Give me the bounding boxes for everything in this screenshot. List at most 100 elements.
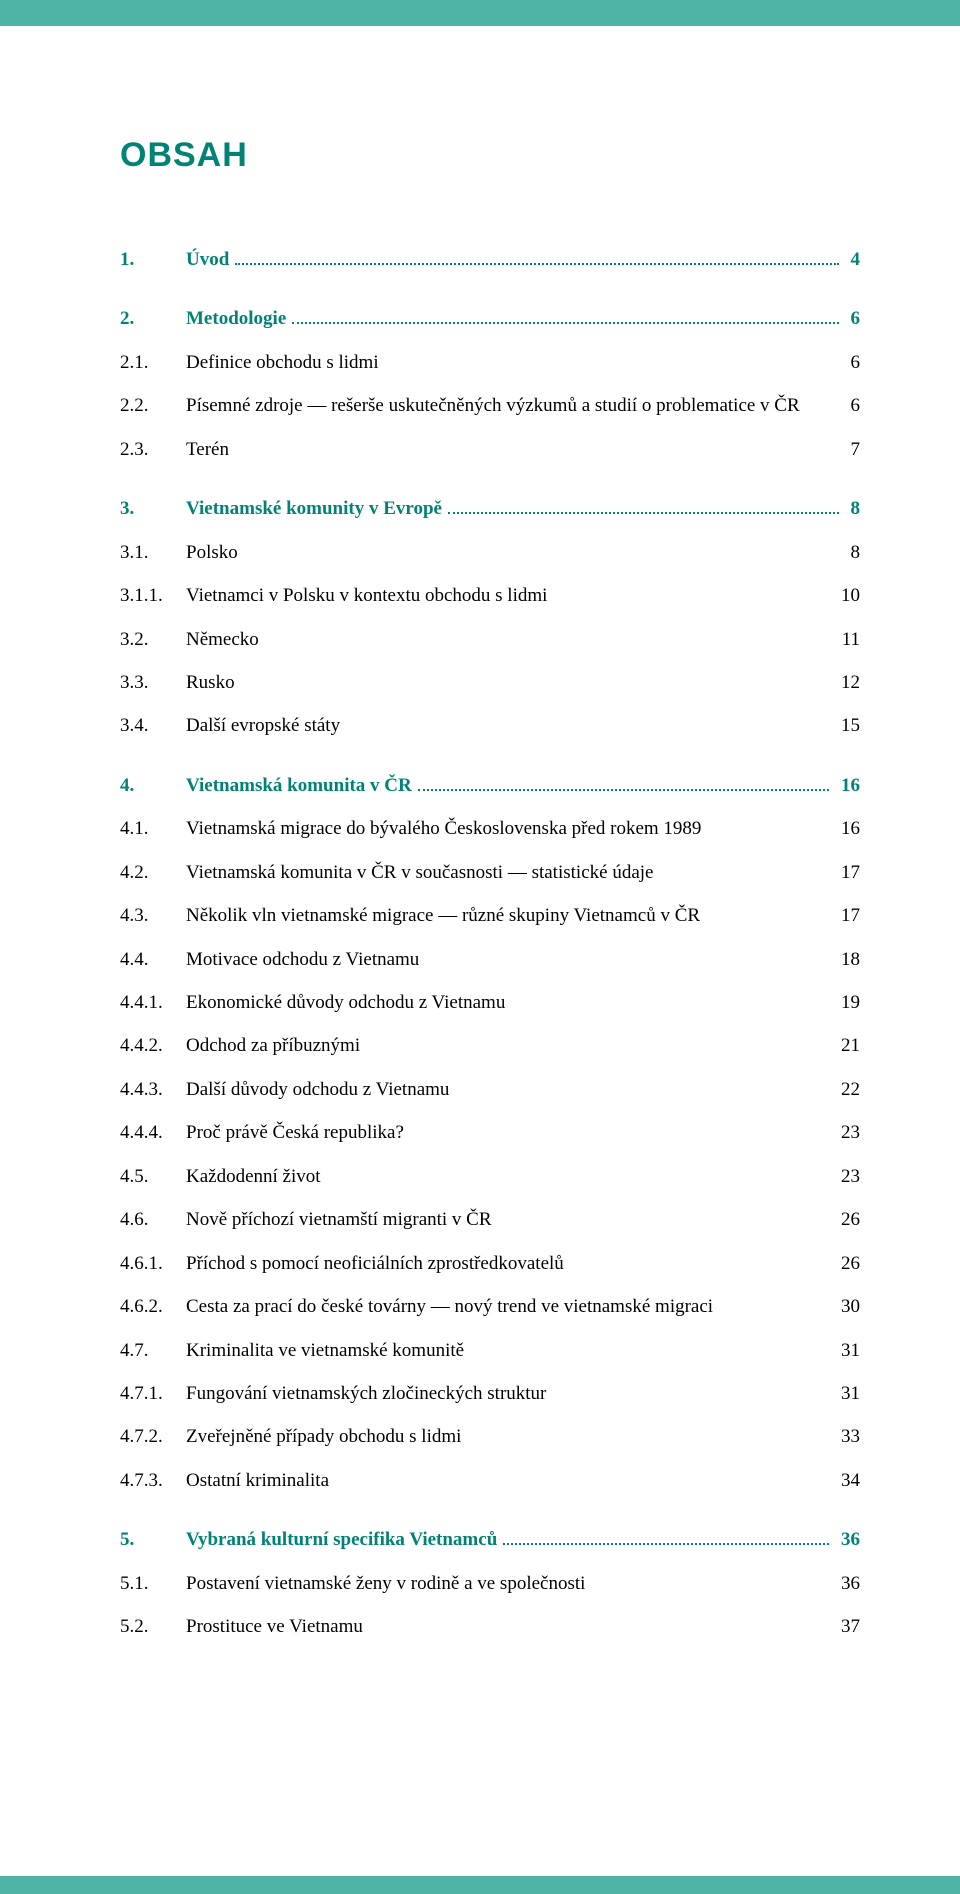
toc-label-wrap: Postavení vietnamské ženy v rodině a ve … [186,1569,835,1598]
toc-page: 8 [845,538,861,567]
toc-label-wrap: Nově příchozí vietnamští migranti v ČR [186,1205,835,1234]
toc-label-wrap: Odchod za příbuznými [186,1031,835,1060]
toc-label-wrap: Prostituce ve Vietnamu [186,1612,835,1641]
toc-number: 4.2. [120,858,186,887]
toc-row: 5.1.Postavení vietnamské ženy v rodině a… [120,1569,860,1598]
toc-label-wrap: Další evropské státy [186,711,835,740]
toc-page: 18 [835,945,860,974]
toc-label: Cesta za prací do české továrny — nový t… [186,1292,713,1321]
toc-page: 34 [835,1466,860,1495]
toc-label: Postavení vietnamské ženy v rodině a ve … [186,1569,585,1598]
toc-page: 23 [835,1162,860,1191]
toc-number: 3.4. [120,711,186,740]
toc-label-wrap: Vietnamská komunita v ČR v současnosti —… [186,858,835,887]
toc-number: 4.4.3. [120,1075,186,1104]
toc-row: 2.1.Definice obchodu s lidmi6 [120,348,860,377]
toc-label-wrap: Příchod s pomocí neoficiálních zprostřed… [186,1249,835,1278]
toc-label: Vietnamci v Polsku v kontextu obchodu s … [186,581,547,610]
toc-number: 4.1. [120,814,186,843]
toc-label-wrap: Zveřejněné případy obchodu s lidmi [186,1422,835,1451]
toc-page: 19 [835,988,860,1017]
toc-number: 3.1.1. [120,581,186,610]
toc-page: 10 [835,581,860,610]
toc-number: 3.1. [120,538,186,567]
toc-page: 31 [835,1379,860,1408]
toc-row: 5.2.Prostituce ve Vietnamu37 [120,1612,860,1641]
toc-number: 3. [120,494,186,523]
toc-label: Německo [186,625,259,654]
toc-label: Definice obchodu s lidmi [186,348,379,377]
toc-number: 4.5. [120,1162,186,1191]
toc-label-wrap: Fungování vietnamských zločineckých stru… [186,1379,835,1408]
toc-label: Písemné zdroje — rešerše uskutečněných v… [186,391,800,420]
toc-label: Proč právě Česká republika? [186,1118,404,1147]
toc-row: 4.3.Několik vln vietnamské migrace — růz… [120,901,860,930]
toc-label: Odchod za příbuznými [186,1031,360,1060]
toc-page: 16 [835,771,860,800]
toc-number: 4.4.4. [120,1118,186,1147]
toc-page: 15 [835,711,860,740]
toc-label-wrap: Vietnamci v Polsku v kontextu obchodu s … [186,581,835,610]
toc-number: 5. [120,1525,186,1554]
toc-label: Terén [186,435,229,464]
toc-label-wrap: Vybraná kulturní specifika Vietnamců [186,1525,835,1554]
toc-label-wrap: Ekonomické důvody odchodu z Vietnamu [186,988,835,1017]
toc-label-wrap: Úvod [186,245,845,274]
toc-label-wrap: Každodenní život [186,1162,835,1191]
toc-row: 2.Metodologie6 [120,304,860,333]
toc-page: 8 [845,494,861,523]
toc-row: 4.7.3.Ostatní kriminalita34 [120,1466,860,1495]
toc-row: 4.7.1.Fungování vietnamských zločineckýc… [120,1379,860,1408]
toc-row: 3.4.Další evropské státy 15 [120,711,860,740]
toc-row: 4.6.1.Příchod s pomocí neoficiálních zpr… [120,1249,860,1278]
toc-label-wrap: Terén [186,435,845,464]
toc-number: 4.6.1. [120,1249,186,1278]
toc-page: 6 [845,391,861,420]
toc-page: 33 [835,1422,860,1451]
toc-leader [503,1543,829,1545]
toc-row: 4.4.1.Ekonomické důvody odchodu z Vietna… [120,988,860,1017]
toc-number: 2.2. [120,391,186,420]
toc-label-wrap: Vietnamská migrace do bývalého Českoslov… [186,814,835,843]
content-area: OBSAH 1.Úvod42.Metodologie62.1.Definice … [0,26,960,1642]
toc-number: 5.2. [120,1612,186,1641]
toc-label-wrap: Vietnamská komunita v ČR [186,771,835,800]
toc-label: Metodologie [186,304,286,333]
document-page: OBSAH 1.Úvod42.Metodologie62.1.Definice … [0,0,960,1894]
toc-number: 4.7.1. [120,1379,186,1408]
toc-page: 22 [835,1075,860,1104]
toc-page: 36 [835,1525,860,1554]
toc-label: Ostatní kriminalita [186,1466,329,1495]
toc-row: 4.4.2.Odchod za příbuznými21 [120,1031,860,1060]
toc-number: 2.3. [120,435,186,464]
toc-number: 4.6.2. [120,1292,186,1321]
toc-page: 36 [835,1569,860,1598]
toc-label-wrap: Motivace odchodu z Vietnamu [186,945,835,974]
toc-row: 4.4.3.Další důvody odchodu z Vietnamu22 [120,1075,860,1104]
toc-label: Ekonomické důvody odchodu z Vietnamu [186,988,505,1017]
toc-label-wrap: Polsko [186,538,845,567]
toc-row: 4.7.2.Zveřejněné případy obchodu s lidmi… [120,1422,860,1451]
toc-label-wrap: Kriminalita ve vietnamské komunitě [186,1336,835,1365]
toc-label-wrap: Metodologie [186,304,845,333]
toc-number: 4.7. [120,1336,186,1365]
toc-row: 4.4.4.Proč právě Česká republika? 23 [120,1118,860,1147]
toc-row: 4.7.Kriminalita ve vietnamské komunitě31 [120,1336,860,1365]
toc-page: 11 [836,625,860,654]
toc-row: 4.1.Vietnamská migrace do bývalého Česko… [120,814,860,843]
toc-label-wrap: Definice obchodu s lidmi [186,348,845,377]
toc-leader [448,512,839,514]
page-title: OBSAH [120,136,860,175]
toc-number: 3.3. [120,668,186,697]
toc-label: Úvod [186,245,229,274]
toc-number: 4. [120,771,186,800]
toc-label: Nově příchozí vietnamští migranti v ČR [186,1205,492,1234]
toc-leader [292,322,838,324]
toc-label: Každodenní život [186,1162,321,1191]
toc-page: 23 [835,1118,860,1147]
toc-label: Další evropské státy [186,711,340,740]
toc-label-wrap: Cesta za prací do české továrny — nový t… [186,1292,835,1321]
toc-leader [235,263,838,265]
bottom-accent-bar [0,1876,960,1894]
toc-label: Zveřejněné případy obchodu s lidmi [186,1422,461,1451]
